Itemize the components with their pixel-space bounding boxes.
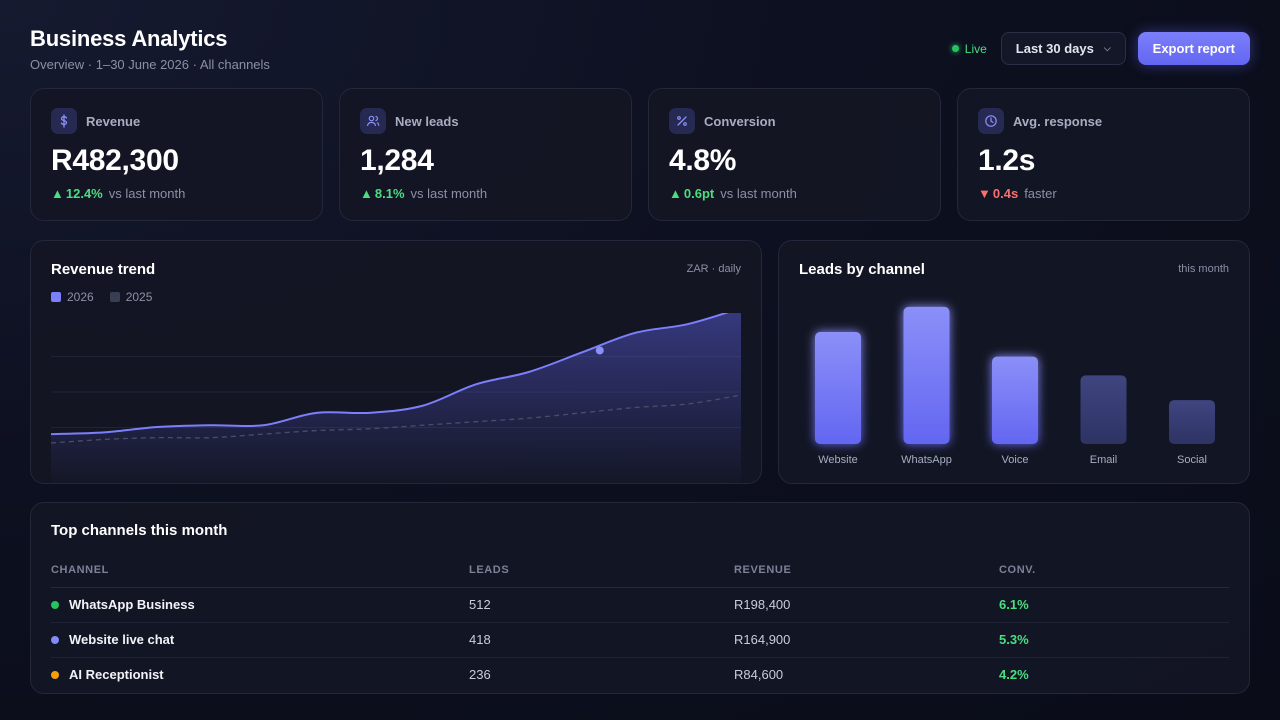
kpi-label: Avg. response [1013, 113, 1103, 129]
bar-label-voice: Voice [1002, 454, 1029, 466]
revenue-trend-card: Revenue trend ZAR · daily 2026 2025 [30, 240, 762, 484]
table-row[interactable]: Website live chat 418 R164,900 5.3% [51, 622, 1229, 658]
bar-email [1080, 375, 1127, 444]
channel-conv: 5.3% [999, 622, 1229, 658]
channel-name: WhatsApp Business [69, 597, 195, 612]
leads-by-channel-title: Leads by channel [799, 261, 925, 278]
trend-up-icon: ▲ [51, 186, 64, 201]
revenue-trend-title: Revenue trend [51, 261, 156, 278]
table-row[interactable]: AI Receptionist 236 R84,600 4.2% [51, 657, 1229, 692]
trend-up-icon: ▲ [360, 186, 373, 201]
chevron-down-icon: ⌵ [1103, 43, 1111, 53]
leads-by-channel-card: Leads by channel this month Website Whats… [778, 240, 1250, 484]
table-header-row: CHANNEL LEADS REVENUE CONV. [51, 553, 1229, 588]
column-header-channel: CHANNEL [51, 553, 469, 588]
table-row[interactable]: WhatsApp Business 512 R198,400 6.1% [51, 587, 1229, 623]
bar-label-whatsapp: WhatsApp [901, 454, 952, 466]
kpi-label: Conversion [704, 113, 776, 129]
channel-revenue: R84,600 [734, 667, 784, 683]
percent-icon [669, 108, 695, 134]
date-range-label: Last 30 days [1015, 41, 1094, 56]
channel-conv: 4.2% [999, 667, 1029, 683]
kpi-label: Revenue [86, 113, 141, 129]
kpi-card-leads: New leads 1,284 ▲ 8.1% vs last month [339, 88, 632, 221]
leads-by-channel-meta: this month [1178, 263, 1229, 275]
kpi-card-conversion: Conversion 4.8% ▲ 0.6pt vs last month [648, 88, 941, 221]
legend-swatch [109, 292, 120, 302]
kpi-delta-value: 8.1% [374, 186, 405, 201]
kpi-delta-text: vs last month [410, 186, 488, 201]
users-icon [360, 108, 386, 134]
page-title: Business Analytics [30, 26, 228, 51]
channel-conv: 6.1% [999, 587, 1229, 623]
legend-swatch [51, 292, 61, 302]
live-dot-icon [951, 45, 959, 52]
bar-website [815, 332, 861, 444]
kpi-card-response: Avg. response 1.2s ▼ 0.4s faster [957, 88, 1250, 221]
bar-label-website: Website [818, 454, 858, 466]
series-2026-area [51, 313, 741, 483]
channel-leads: 418 [469, 622, 734, 658]
trend-down-icon: ▼ [978, 186, 991, 201]
export-report-button[interactable]: Export report [1137, 32, 1250, 65]
kpi-value: 4.8% [669, 144, 737, 177]
channel-dot-icon [51, 670, 59, 679]
kpi-value: 1.2s [978, 144, 1036, 177]
channel-leads: 512 [469, 587, 734, 623]
kpi-value: 1,284 [360, 144, 434, 177]
kpi-delta-text: vs last month [108, 186, 186, 201]
kpi-delta-value: 0.6pt [683, 186, 715, 201]
legend-item-2026: 2026 [51, 290, 94, 304]
bar-label-social: Social [1177, 454, 1207, 466]
column-header-conv: CONV. [999, 553, 1229, 588]
channel-revenue: R164,900 [734, 622, 999, 658]
kpi-card-revenue: Revenue R482,300 ▲ 12.4% vs last month [30, 88, 323, 221]
bar-social [1169, 400, 1215, 444]
series-2026-line [51, 313, 729, 436]
leads-bar-chart: Website WhatsApp Voice Email Social [815, 306, 1215, 466]
top-channels-title: Top channels this month [51, 522, 228, 539]
top-channels-table: CHANNEL LEADS REVENUE CONV. WhatsApp Bus… [51, 553, 1229, 692]
channel-dot-icon [51, 635, 59, 644]
kpi-delta-value: 0.4s [992, 186, 1019, 201]
column-header-revenue: REVENUE [734, 553, 999, 588]
channel-leads: 236 [469, 667, 491, 683]
trend-up-icon: ▲ [669, 186, 682, 201]
legend-item-2025: 2025 [109, 290, 153, 304]
chart-legend: 2026 2025 [51, 290, 741, 304]
header-actions: Live Last 30 days ⌵ Export report [951, 32, 1250, 65]
channel-dot-icon [51, 600, 59, 609]
channel-name: Website live chat [69, 632, 175, 647]
kpi-delta-value: 12.4% [65, 186, 103, 201]
top-channels-card: Top channels this month CHANNEL LEADS RE… [30, 502, 1250, 694]
page-subtitle: Overview · 1–30 June 2026 · All channels [30, 57, 270, 72]
kpi-delta-text: vs last month [720, 186, 797, 201]
column-header-leads: LEADS [469, 553, 734, 588]
bar-voice [992, 356, 1038, 444]
dollar-icon [51, 108, 77, 134]
revenue-trend-chart [51, 313, 741, 483]
live-label: Live [964, 41, 987, 56]
legend-label: 2026 [67, 290, 94, 304]
channel-revenue: R198,400 [734, 587, 999, 623]
kpi-label: New leads [395, 113, 459, 129]
page-header: Business Analytics Overview · 1–30 June … [30, 26, 1250, 72]
bar-label-email: Email [1090, 454, 1118, 466]
revenue-trend-meta: ZAR · daily [686, 263, 741, 275]
clock-icon [978, 108, 1004, 134]
legend-label: 2025 [125, 290, 153, 304]
channel-name: AI Receptionist [69, 667, 164, 683]
bar-whatsapp [903, 306, 950, 444]
kpi-delta-text: faster [1024, 186, 1057, 201]
kpi-value: R482,300 [51, 144, 179, 177]
date-range-dropdown[interactable]: Last 30 days ⌵ [1000, 32, 1126, 65]
series-2025-line [51, 394, 741, 444]
series-2026-point [595, 346, 604, 355]
live-indicator: Live [951, 41, 987, 56]
